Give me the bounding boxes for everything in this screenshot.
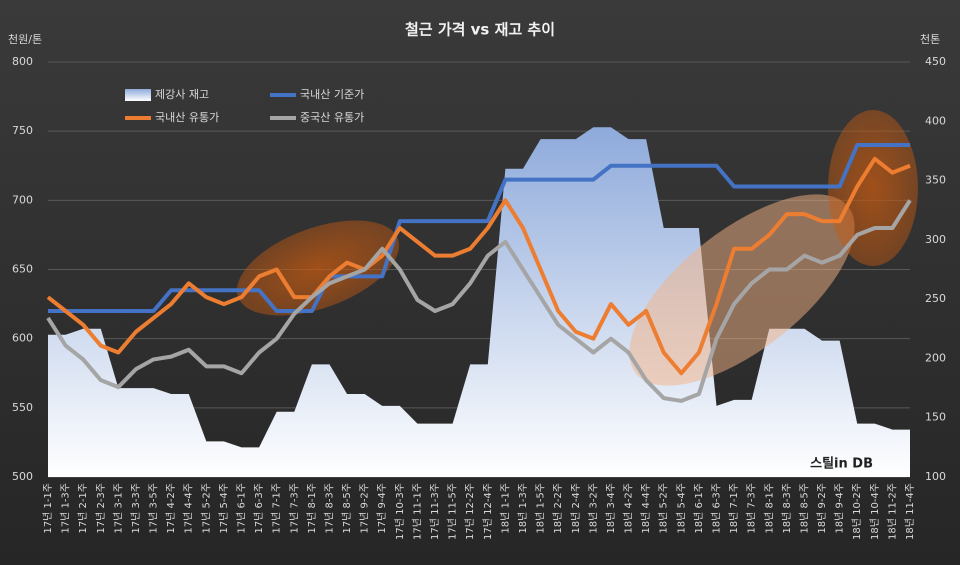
- x-tick-label: 18년 6-3주: [710, 483, 722, 534]
- x-tick-label: 18년 11-2주: [886, 483, 898, 540]
- x-tick-label: 18년 7-3주: [746, 483, 758, 534]
- x-tick-label: 18년 2-4주: [570, 483, 582, 534]
- x-tick-label: 17년 3-5주: [148, 483, 160, 534]
- x-tick-label: 18년 7-1주: [728, 483, 740, 534]
- y-tick-label: 800: [12, 55, 33, 68]
- watermark: 스틸in DB: [810, 457, 873, 472]
- y-axis-label: 천원/톤: [8, 32, 42, 46]
- x-tick-label: 18년 3-2주: [587, 483, 599, 534]
- x-tick-label: 17년 12-2주: [464, 483, 476, 540]
- highlight-ellipse: [236, 220, 400, 316]
- y2-axis-label: 천톤: [920, 32, 940, 46]
- x-tick-label: 18년 8-3주: [781, 483, 793, 534]
- x-tick-label: 17년 6-1주: [236, 483, 248, 534]
- x-tick-label: 17년 1-3주: [60, 483, 72, 534]
- x-tick-label: 18년 10-4주: [869, 483, 881, 540]
- x-tick-label: 17년 8-5주: [341, 483, 353, 534]
- y2-tick-label: 300: [925, 233, 946, 246]
- line: [46, 156, 911, 376]
- y2-tick-label: 400: [925, 114, 946, 127]
- y2-tick-label: 450: [925, 55, 946, 68]
- x-tick-label: 17년 6-3주: [253, 483, 265, 534]
- y-tick-label: 550: [12, 401, 33, 414]
- y2-tick-label: 100: [925, 470, 946, 483]
- legend-label: 중국산 유통가: [300, 111, 364, 124]
- plot-area: 500 550 600 650 700 750 800 100 150 200 250 300 350 4…: [12, 55, 946, 540]
- x-tick-label: 17년 3-1주: [112, 483, 124, 534]
- x-tick-label: 18년 1-3주: [517, 483, 529, 534]
- x-tick-label: 18년 4-4주: [640, 483, 652, 534]
- x-tick-label: 18년 8-1주: [763, 483, 775, 534]
- x-tick-label: 17년 5-2주: [200, 483, 212, 534]
- x-tick-label: 18년 5-4주: [675, 483, 687, 534]
- x-tick-label: 17년 4-2주: [165, 483, 177, 534]
- legend-swatch: [125, 89, 151, 101]
- x-tick-label: 18년 9-2주: [816, 483, 828, 534]
- legend-label: 국내산 유통가: [155, 111, 219, 124]
- x-tick-label: 17년 9-4주: [376, 483, 388, 534]
- x-tick-label: 18년 4-2주: [623, 483, 635, 534]
- x-tick-label: 18년 1-5주: [535, 483, 547, 534]
- legend-label: 제강사 재고: [155, 88, 209, 101]
- y2-tick-label: 150: [925, 411, 946, 424]
- x-tick-label: 18년 8-5주: [798, 483, 810, 534]
- y-tick-label: 700: [12, 193, 33, 206]
- y-tick-label: 750: [12, 124, 33, 137]
- x-tick-label: 17년 9-2주: [359, 483, 371, 534]
- y2-tick-label: 350: [925, 174, 946, 187]
- area: [48, 127, 910, 477]
- y2-tick-label: 250: [925, 292, 946, 305]
- x-tick-label: 17년 10-3주: [394, 483, 406, 540]
- x-tick-label: 17년 2-3주: [95, 483, 107, 534]
- y2-tick-label: 200: [925, 351, 946, 364]
- x-tick-label: 17년 1-1주: [42, 483, 54, 534]
- x-tick-label: 17년 11-5주: [447, 483, 459, 540]
- x-tick-label: 18년 5-2주: [658, 483, 670, 534]
- line: [48, 143, 910, 313]
- x-tick-label: 17년 11-3주: [429, 483, 441, 540]
- x-tick-label: 17년 11-1주: [411, 483, 423, 540]
- x-tick-label: 18년 6-1주: [693, 483, 705, 534]
- x-tick-label: 18년 3-4주: [605, 483, 617, 534]
- highlight-ellipse: [828, 110, 918, 266]
- legend-label: 국내산 기준가: [300, 88, 364, 101]
- y-tick-label: 650: [12, 263, 33, 276]
- x-tick-label: 17년 7-3주: [288, 483, 300, 534]
- x-tick-label: 18년 9-4주: [834, 483, 846, 534]
- y-tick-label: 600: [12, 332, 33, 345]
- x-tick-label: 17년 4-4주: [183, 483, 195, 534]
- x-tick-label: 17년 8-1주: [306, 483, 318, 534]
- x-tick-label: 17년 3-3주: [130, 483, 142, 534]
- x-tick-label: 17년 7-1주: [271, 483, 283, 534]
- x-tick-label: 18년 2-2주: [552, 483, 564, 534]
- line: [46, 199, 912, 403]
- x-tick-label: 17년 8-3주: [323, 483, 335, 534]
- highlight-ellipse: [629, 194, 855, 386]
- chart-title: 철근 가격 vs 재고 추이: [405, 21, 555, 39]
- x-tick-label: 18년 10-2주: [851, 483, 863, 540]
- x-tick-label: 18년 1-1주: [499, 483, 511, 534]
- x-tick-label: 17년 5-4주: [218, 483, 230, 534]
- x-tick-label: 17년 12-4주: [482, 483, 494, 540]
- y-tick-label: 500: [12, 470, 33, 483]
- x-tick-label: 17년 2-1주: [77, 483, 89, 534]
- x-tick-label: 18년 11-4주: [904, 483, 916, 540]
